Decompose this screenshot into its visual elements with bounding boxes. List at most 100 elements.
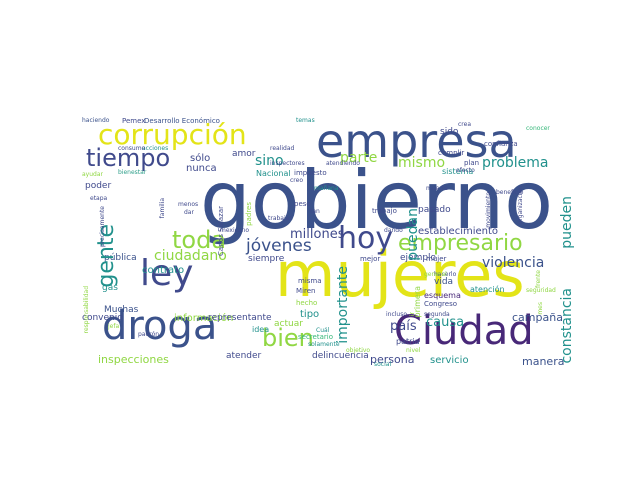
word-13: millones (290, 227, 345, 242)
word-14: ciudadano (154, 248, 227, 264)
word-78: crea (458, 121, 472, 128)
word-1: mujeres (275, 238, 525, 311)
word-48: idea (252, 325, 270, 334)
word-69: conocer (526, 125, 550, 132)
word-43: misma (298, 277, 322, 285)
word-39: amor (232, 149, 256, 159)
word-6: tiempo (86, 144, 171, 172)
word-66: Desarrollo Económico (144, 117, 220, 125)
word-55: patria (396, 337, 420, 346)
word-20: causa (426, 315, 465, 330)
word-94: Cuál (316, 327, 330, 334)
word-29: actuar (274, 319, 303, 329)
word-34: convenio (82, 313, 123, 323)
word-108: constancia (559, 288, 575, 364)
word-92: dando (384, 227, 403, 234)
word-22: campaña (512, 311, 563, 324)
word-90: segunda (424, 311, 450, 318)
word-89: incluso (386, 311, 408, 318)
word-35: Muchas (104, 305, 139, 315)
word-81: mexicano (220, 227, 250, 234)
word-119: mes (537, 302, 544, 315)
word-16: parte (340, 150, 378, 166)
word-32: pública (104, 253, 137, 263)
word-99: general (424, 271, 447, 278)
word-72: consumo (118, 145, 146, 152)
word-59: plan (464, 159, 480, 167)
word-57: sido (440, 127, 459, 137)
word-0: gobierno (200, 154, 554, 247)
word-83: peso (294, 200, 311, 208)
word-27: información (174, 313, 234, 324)
word-105: importante (335, 266, 351, 344)
word-41: impuesto (294, 169, 327, 177)
word-51: ejemplo (400, 253, 437, 263)
word-5: corrupción (98, 118, 247, 151)
word-18: problema (482, 155, 549, 171)
word-64: confianza (484, 140, 518, 148)
word-84: tan (310, 208, 320, 215)
word-10: toda (172, 226, 227, 254)
word-95: Miren (296, 287, 316, 295)
word-8: hoy (338, 221, 394, 256)
word-77: dar (184, 209, 194, 216)
word-117: ir (409, 312, 416, 317)
word-17: mismo (398, 155, 446, 171)
word-87: inspectores (270, 160, 305, 167)
word-93: solamente (308, 341, 340, 348)
word-11: bien (262, 324, 314, 352)
word-102: jefa (108, 323, 120, 330)
word-52: vida (434, 277, 454, 287)
word-33: gas (102, 283, 118, 293)
word-68: temas (296, 117, 315, 124)
word-74: ayudar (82, 171, 103, 178)
word-30: tipo (300, 309, 320, 320)
word-25: servicio (430, 355, 469, 366)
word-62: mujer (426, 255, 447, 263)
word-56: Congreso (424, 300, 458, 308)
word-85: mañana (314, 185, 339, 192)
word-65: Pemex (122, 117, 146, 125)
word-38: sólo (190, 153, 211, 164)
word-cloud: gobierno mujeres empresa Ciudad droga corrupc… (80, 116, 578, 372)
word-58: cumplir (438, 149, 465, 157)
word-9: empresario (398, 231, 523, 256)
word-101: padrón (138, 331, 160, 338)
word-73: bienestar (118, 169, 147, 176)
word-21: país (390, 319, 417, 334)
word-75: etapa (90, 195, 108, 202)
word-110: Carlos Salazar (217, 206, 225, 256)
word-112: precisamente (99, 206, 106, 247)
word-100: seguridad (526, 287, 556, 294)
word-91: social (374, 361, 392, 368)
word-40: Nacional (256, 169, 291, 178)
word-23: manera (522, 355, 565, 368)
word-15: sino (255, 153, 284, 169)
word-106: puedan (405, 208, 421, 261)
word-111: padres (245, 202, 253, 226)
word-36: poder (85, 181, 112, 191)
word-42: siempre (248, 254, 285, 264)
word-118: organización (517, 186, 524, 225)
word-116: movimiento (485, 192, 492, 228)
word-37: nunca (186, 163, 217, 174)
word-19: violencia (482, 255, 545, 271)
word-3: Ciudad (394, 308, 534, 354)
word-47: atender (226, 351, 262, 361)
word-97: nivel (406, 347, 421, 354)
word-80: muerte (426, 185, 448, 192)
word-28: representante (208, 313, 272, 323)
word-44: hecho (296, 299, 318, 307)
word-54: atención (470, 285, 505, 294)
word-45: secretario (298, 333, 333, 341)
word-7: ley (140, 253, 194, 294)
word-82: trabajar (268, 215, 292, 222)
word-31: contrato (142, 265, 185, 276)
word-49: establecimiento (418, 226, 499, 237)
word-71: acciones (142, 145, 169, 152)
word-53: esquema (424, 291, 461, 300)
word-61: trabajo (372, 207, 397, 215)
word-70: realidad (270, 145, 295, 152)
word-88: atendiendo (326, 160, 360, 167)
word-79: efecto (456, 167, 475, 174)
